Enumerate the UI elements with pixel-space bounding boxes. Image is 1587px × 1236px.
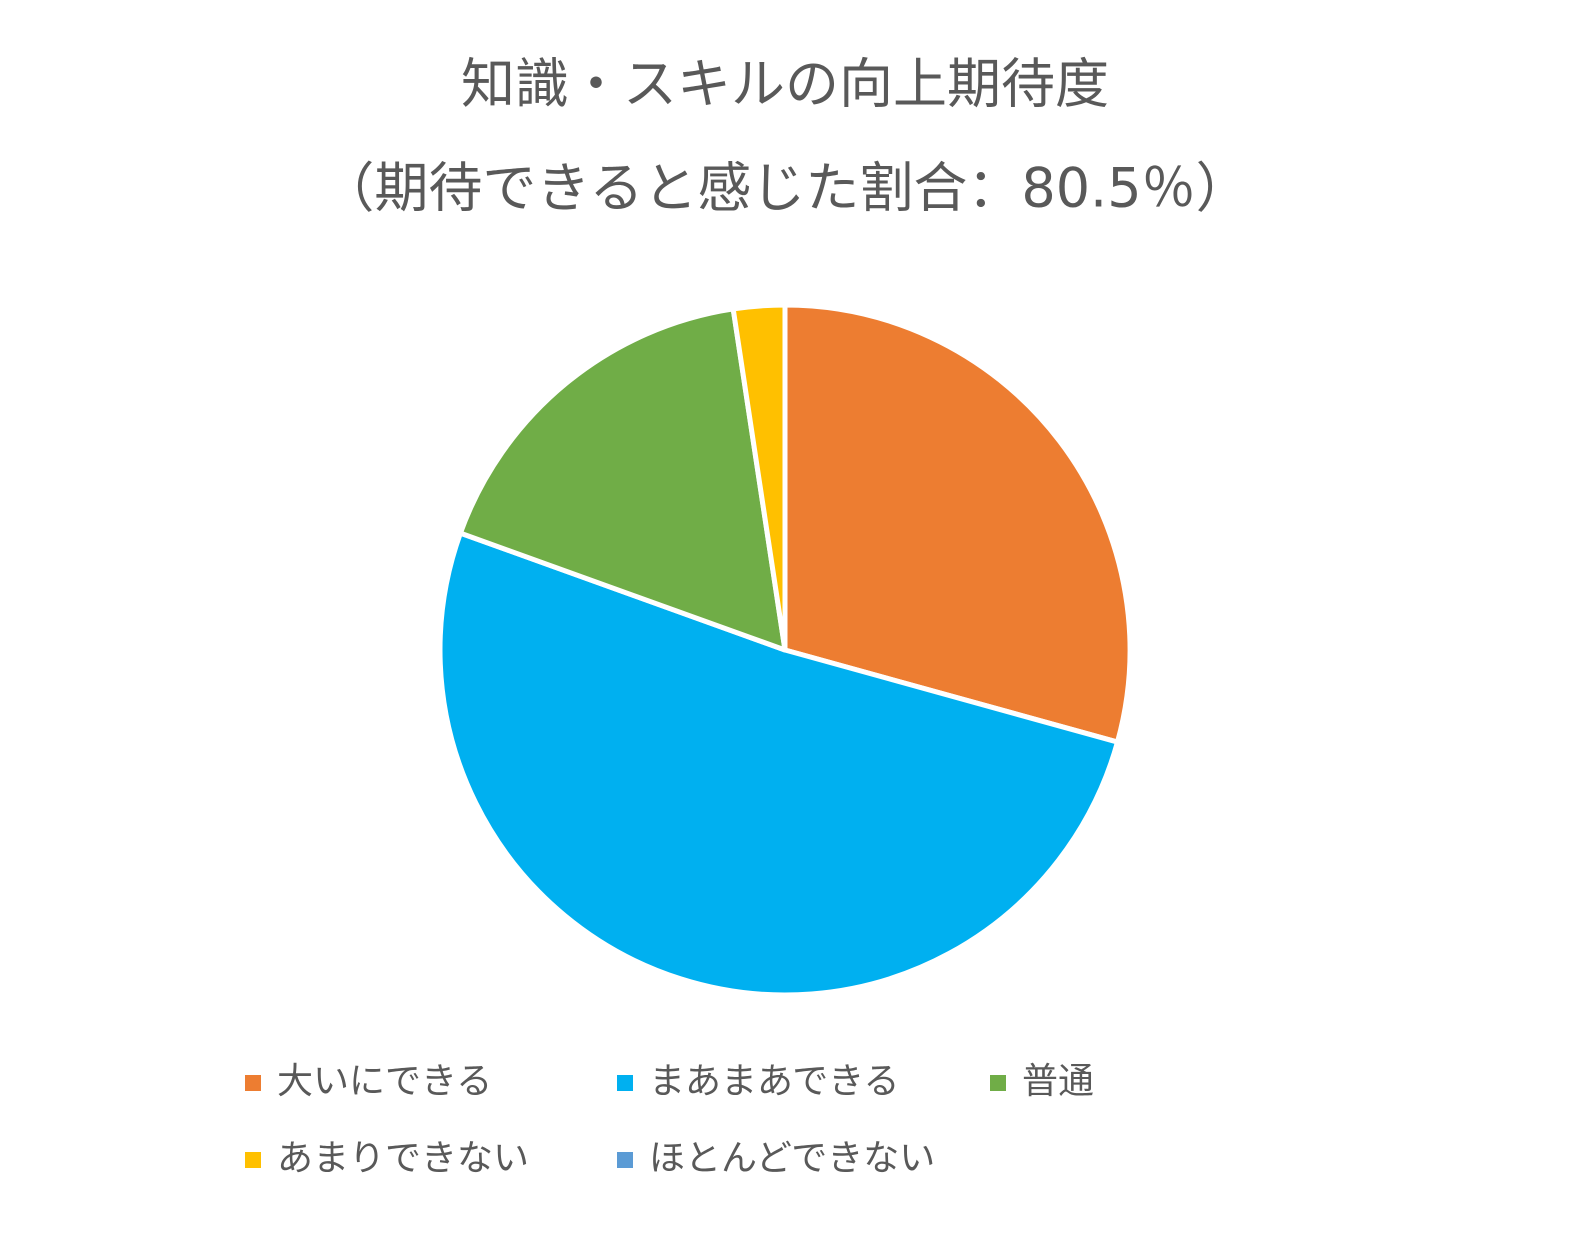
pie-slice	[782, 302, 1133, 745]
legend-label: まあまあできる	[649, 1061, 900, 1102]
pie-slice	[437, 530, 1120, 998]
legend-swatch	[617, 1075, 633, 1091]
legend-swatch	[245, 1075, 261, 1091]
pie-slice	[457, 306, 788, 653]
legend-swatch	[245, 1152, 261, 1168]
legend-swatch	[990, 1075, 1006, 1091]
chart-subtitle: （期待できると感じた割合：80.5％）	[320, 157, 1249, 220]
legend-swatch	[617, 1152, 633, 1168]
legend-label: 大いにできる	[277, 1061, 492, 1102]
chart-title: 知識・スキルの向上期待度	[461, 53, 1109, 116]
legend-label: ほとんどできない	[649, 1138, 935, 1179]
legend-label: あまりできない	[277, 1138, 529, 1179]
legend-label: 普通	[1022, 1061, 1094, 1102]
pie-slice	[730, 302, 788, 653]
